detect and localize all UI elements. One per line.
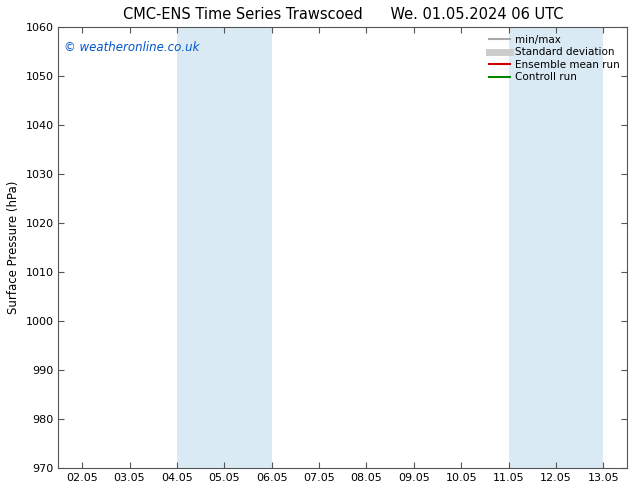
Title: CMC-ENS Time Series Trawscoed      We. 01.05.2024 06 UTC: CMC-ENS Time Series Trawscoed We. 01.05.… <box>122 7 563 22</box>
Y-axis label: Surface Pressure (hPa): Surface Pressure (hPa) <box>7 181 20 315</box>
Bar <box>177 27 272 468</box>
Legend: min/max, Standard deviation, Ensemble mean run, Controll run: min/max, Standard deviation, Ensemble me… <box>485 30 624 87</box>
Text: © weatheronline.co.uk: © weatheronline.co.uk <box>64 41 200 53</box>
Bar <box>508 27 604 468</box>
